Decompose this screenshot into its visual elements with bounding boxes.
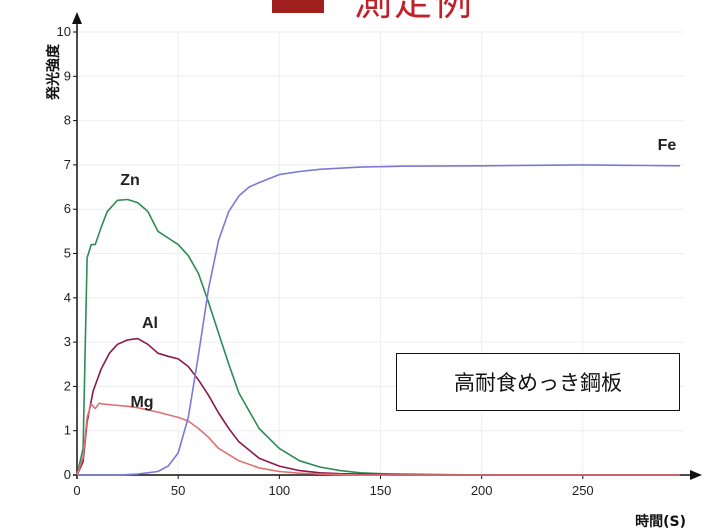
y-tick-label: 6: [64, 201, 71, 216]
y-tick-label: 10: [57, 24, 71, 39]
series-line-mg: [76, 402, 680, 476]
series-line-al: [76, 337, 680, 476]
x-tick-label: 0: [73, 483, 80, 498]
y-tick-label: 5: [64, 246, 71, 261]
series-line-zn: [76, 198, 680, 476]
page-title: 測定例: [354, 0, 475, 24]
x-tick-label: 50: [171, 483, 185, 498]
y-axis-label: 発光強度: [45, 43, 62, 101]
series-line-fe: [77, 164, 681, 476]
x-tick-label: 200: [471, 483, 493, 498]
series-label-al: Al: [142, 315, 158, 332]
x-axis-label: 時間(S): [635, 513, 686, 530]
y-tick-label: 1: [64, 423, 71, 438]
y-tick-label: 0: [64, 467, 71, 482]
x-tick-label: 100: [268, 483, 290, 498]
series-label-fe: Fe: [658, 137, 677, 154]
y-tick-label: 4: [64, 290, 71, 305]
y-tick-label: 9: [64, 68, 71, 83]
title-block: 測定例: [272, 0, 474, 24]
series-label-mg: Mg: [130, 394, 153, 411]
x-tick-label: 250: [572, 483, 594, 498]
y-tick-label: 3: [64, 334, 71, 349]
y-tick-label: 7: [64, 157, 71, 172]
x-axis-arrow: [690, 470, 702, 480]
y-axis-arrow: [72, 12, 82, 24]
y-tick-label: 8: [64, 113, 71, 128]
series-label-zn: Zn: [120, 172, 140, 189]
y-tick-label: 2: [64, 378, 71, 393]
x-tick-label: 150: [370, 483, 392, 498]
annotation-box: 高耐食めっき鋼板: [396, 353, 680, 411]
title-marker: [272, 0, 324, 13]
